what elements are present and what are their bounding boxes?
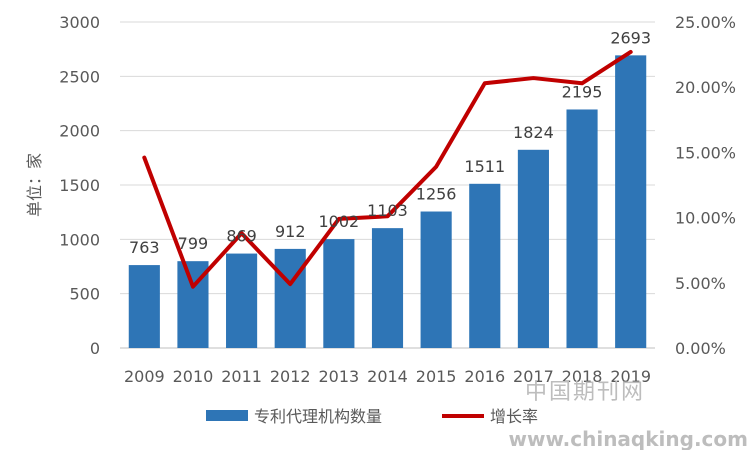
y-tick-label: 1500	[59, 176, 100, 195]
bar	[128, 265, 160, 348]
y-tick-label: 1000	[59, 230, 100, 249]
y-tick-label: 500	[69, 285, 100, 304]
y-tick-label: 3000	[59, 13, 100, 32]
x-tick-label: 2012	[270, 367, 311, 386]
bar	[615, 55, 647, 349]
y-axis-title: 单位：家	[25, 153, 44, 217]
bar	[371, 228, 404, 348]
x-tick-label: 2018	[562, 367, 603, 386]
bar-series	[128, 55, 647, 349]
y-tick-label: 0	[90, 339, 100, 358]
bar-value-label: 2693	[610, 28, 651, 47]
bar	[469, 183, 501, 348]
x-tick-label: 2010	[173, 367, 214, 386]
y2-tick-label: 10.00%	[675, 209, 736, 228]
x-tick-label: 2015	[416, 367, 457, 386]
bar-value-label: 1002	[319, 212, 360, 231]
y2-tick-label: 5.00%	[675, 274, 726, 293]
legend-swatch-bar	[206, 410, 248, 421]
bar-value-label: 2195	[562, 82, 603, 101]
bar-value-label: 1824	[513, 123, 554, 142]
y2-tick-label: 0.00%	[675, 339, 726, 358]
watermark-url: www.chinaqking.com	[509, 427, 749, 450]
x-tick-label: 2009	[124, 367, 165, 386]
bar	[420, 211, 452, 348]
legend-label-bar: 专利代理机构数量	[254, 407, 382, 426]
bar-value-label: 1511	[464, 157, 505, 176]
x-tick-label: 2017	[513, 367, 554, 386]
y-axis-left: 0 500 1000 1500 2000 2500 3000	[59, 13, 100, 358]
y2-tick-label: 25.00%	[675, 13, 736, 32]
legend: 专利代理机构数量 增长率	[206, 407, 538, 426]
bar	[274, 248, 306, 348]
y-axis-right: 0.00% 5.00% 10.00% 15.00% 20.00% 25.00%	[675, 13, 736, 358]
bar	[226, 253, 258, 348]
bar-value-label: 763	[129, 238, 160, 257]
x-tick-label: 2019	[610, 367, 651, 386]
bar-value-label: 912	[275, 222, 306, 241]
bar	[323, 239, 355, 348]
bar-value-label: 869	[226, 227, 257, 246]
y2-tick-label: 20.00%	[675, 78, 736, 97]
legend-label-line: 增长率	[490, 407, 538, 426]
bar-value-label: 1256	[416, 185, 457, 204]
y-tick-label: 2000	[59, 122, 100, 141]
x-axis: 2009 2010 2011 2012 2013 2014 2015 2016 2017 2018…	[124, 367, 651, 386]
data-labels: 763 799 869 912 1002 1103 1256 1511 1824 2195 2693	[129, 28, 651, 257]
x-tick-label: 2014	[367, 367, 408, 386]
bar	[517, 149, 549, 348]
bar-value-label: 799	[178, 234, 209, 253]
x-tick-label: 2011	[221, 367, 262, 386]
x-tick-label: 2013	[319, 367, 360, 386]
bar-value-label: 1103	[367, 201, 408, 220]
y2-tick-label: 15.00%	[675, 143, 736, 162]
bar	[566, 109, 598, 348]
watermark-text: 中国期刊网	[525, 380, 645, 405]
y-tick-label: 2500	[59, 67, 100, 86]
x-tick-label: 2016	[464, 367, 505, 386]
line-series	[142, 49, 633, 289]
